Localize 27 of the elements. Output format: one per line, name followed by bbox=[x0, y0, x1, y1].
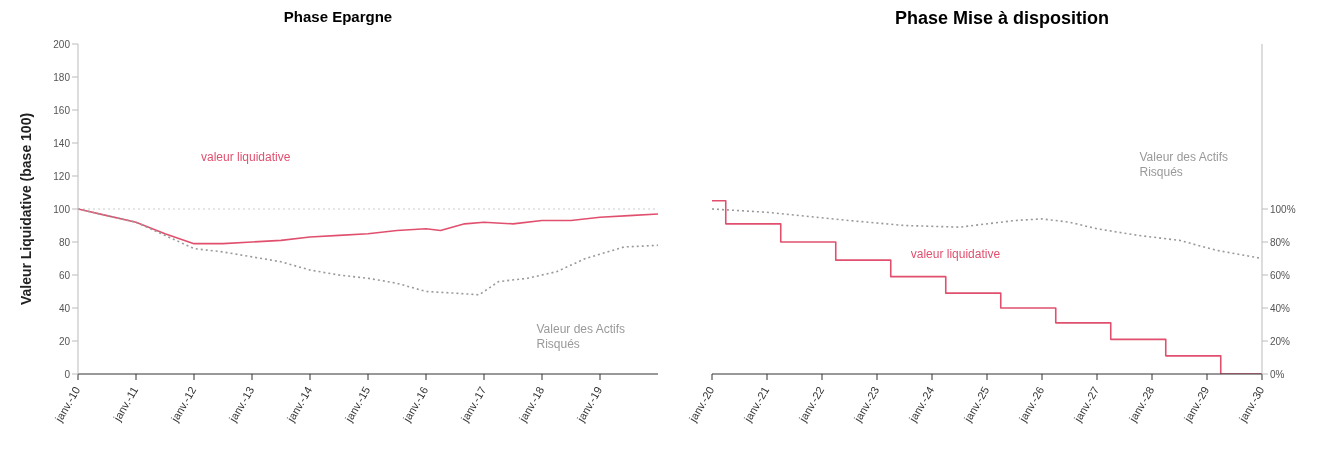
y-tick-label: 60 bbox=[58, 269, 71, 281]
y-tick-label: 20 bbox=[58, 335, 71, 347]
line-series bbox=[78, 208, 658, 296]
y-tick-label: 0% bbox=[1270, 368, 1285, 380]
y-tick-label: 100 bbox=[53, 203, 71, 215]
y-axis-title: Valeur Liquidative (base 100) bbox=[17, 112, 34, 306]
y-tick-label: 40 bbox=[58, 302, 71, 314]
y-tick-label: 0 bbox=[64, 368, 71, 380]
y-tick-label: 200 bbox=[53, 38, 71, 50]
y-tick-label: 20% bbox=[1270, 335, 1291, 347]
series-label: valeur liquidative bbox=[910, 246, 1002, 262]
text: Valeur des Actifs Risqués bbox=[1139, 150, 1229, 181]
y-tick-label: 80 bbox=[58, 236, 71, 248]
y-tick-label: 140 bbox=[53, 137, 71, 149]
chart-title: Phase Mise à disposition bbox=[893, 8, 1111, 30]
line-series bbox=[78, 208, 658, 245]
y-tick-label: 80% bbox=[1270, 236, 1291, 248]
text: Valeur des Actifs Risqués bbox=[536, 321, 626, 352]
y-tick-label: 180 bbox=[53, 71, 71, 83]
line-series bbox=[712, 208, 1262, 260]
text: valeur liquidative bbox=[201, 150, 292, 166]
y-tick-label: 120 bbox=[53, 170, 71, 182]
y-tick-label: 40% bbox=[1270, 302, 1291, 314]
chart-title: Phase Epargne bbox=[282, 8, 394, 27]
y-tick-label: 160 bbox=[53, 104, 71, 116]
y-tick-label: 60% bbox=[1270, 269, 1291, 281]
y-tick-label: 100% bbox=[1270, 203, 1296, 215]
